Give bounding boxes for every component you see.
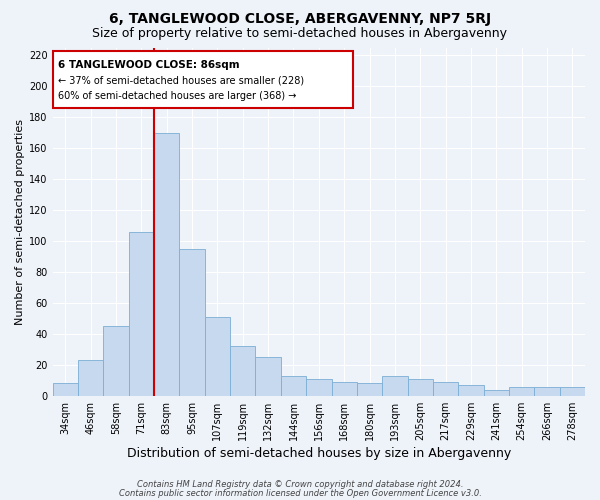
Text: 6, TANGLEWOOD CLOSE, ABERGAVENNY, NP7 5RJ: 6, TANGLEWOOD CLOSE, ABERGAVENNY, NP7 5R… [109,12,491,26]
Bar [484,390,509,396]
Y-axis label: Number of semi-detached properties: Number of semi-detached properties [15,118,25,324]
Bar [154,132,179,396]
Bar [407,379,433,396]
Text: Contains public sector information licensed under the Open Government Licence v3: Contains public sector information licen… [119,488,481,498]
Bar [332,382,357,396]
Text: Size of property relative to semi-detached houses in Abergavenny: Size of property relative to semi-detach… [92,28,508,40]
Bar [53,384,78,396]
Text: 6 TANGLEWOOD CLOSE: 86sqm: 6 TANGLEWOOD CLOSE: 86sqm [58,60,239,70]
Bar [256,357,281,396]
Text: 60% of semi-detached houses are larger (368) →: 60% of semi-detached houses are larger (… [58,91,296,101]
X-axis label: Distribution of semi-detached houses by size in Abergavenny: Distribution of semi-detached houses by … [127,447,511,460]
Bar [179,249,205,396]
Bar [205,317,230,396]
FancyBboxPatch shape [53,51,353,108]
Bar [230,346,256,396]
Bar [560,386,585,396]
Bar [78,360,103,396]
Bar [433,382,458,396]
Text: ← 37% of semi-detached houses are smaller (228): ← 37% of semi-detached houses are smalle… [58,76,304,86]
Bar [103,326,129,396]
Bar [306,379,332,396]
Bar [458,385,484,396]
Bar [535,386,560,396]
Bar [129,232,154,396]
Bar [509,386,535,396]
Text: Contains HM Land Registry data © Crown copyright and database right 2024.: Contains HM Land Registry data © Crown c… [137,480,463,489]
Bar [357,384,382,396]
Bar [382,376,407,396]
Bar [281,376,306,396]
